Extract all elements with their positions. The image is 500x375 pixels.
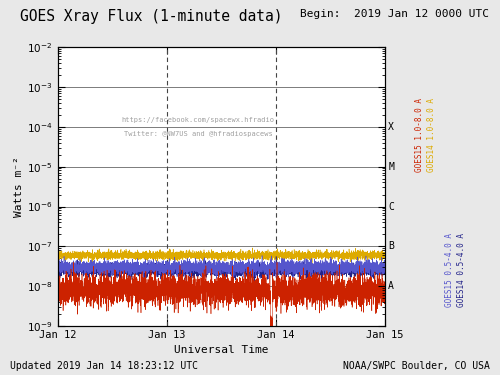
Text: X: X <box>388 122 394 132</box>
Text: Begin:  2019 Jan 12 0000 UTC: Begin: 2019 Jan 12 0000 UTC <box>300 9 489 20</box>
Text: M: M <box>388 162 394 172</box>
Text: GOES Xray Flux (1-minute data): GOES Xray Flux (1-minute data) <box>20 9 282 24</box>
Text: GOES15 0.5-4.0 A: GOES15 0.5-4.0 A <box>446 233 454 307</box>
Text: GOES14 1.0-8.0 A: GOES14 1.0-8.0 A <box>426 98 436 172</box>
Text: B: B <box>388 242 394 251</box>
Y-axis label: Watts m⁻²: Watts m⁻² <box>14 156 24 217</box>
Text: NOAA/SWPC Boulder, CO USA: NOAA/SWPC Boulder, CO USA <box>343 361 490 371</box>
Text: Updated 2019 Jan 14 18:23:12 UTC: Updated 2019 Jan 14 18:23:12 UTC <box>10 361 198 371</box>
Text: GOES14 0.5-4.0 A: GOES14 0.5-4.0 A <box>458 233 466 307</box>
Text: A: A <box>388 281 394 291</box>
Text: Twitter: @NW7US and @hfradiospacews: Twitter: @NW7US and @hfradiospacews <box>124 131 272 137</box>
Text: C: C <box>388 201 394 211</box>
Text: GOES15 1.0-8.0 A: GOES15 1.0-8.0 A <box>414 98 424 172</box>
X-axis label: Universal Time: Universal Time <box>174 345 268 355</box>
Text: https://facebook.com/spacewx.hfradio: https://facebook.com/spacewx.hfradio <box>122 117 275 123</box>
